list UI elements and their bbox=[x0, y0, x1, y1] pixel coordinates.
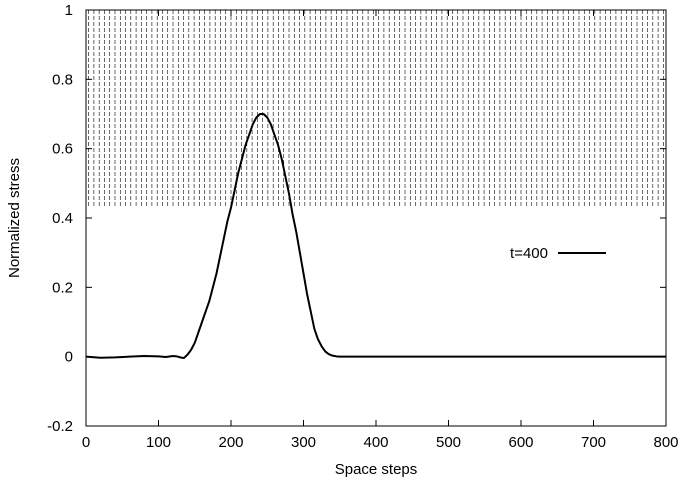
x-tick-label: 700 bbox=[581, 434, 606, 451]
x-tick-label: 0 bbox=[82, 434, 90, 451]
x-tick-label: 300 bbox=[291, 434, 316, 451]
x-tick-label: 100 bbox=[146, 434, 171, 451]
y-tick-label: 0.6 bbox=[52, 141, 73, 158]
x-tick-label: 400 bbox=[363, 434, 388, 451]
legend: t=400 bbox=[510, 245, 606, 262]
x-tick-label: 200 bbox=[218, 434, 243, 451]
x-axis-label: Space steps bbox=[335, 461, 418, 478]
series-line bbox=[85, 113, 666, 360]
y-tick-label: 1 bbox=[65, 2, 73, 19]
y-tick-label: 0 bbox=[65, 349, 73, 366]
y-tick-label: 0.2 bbox=[52, 279, 73, 296]
series-layer bbox=[85, 113, 666, 360]
y-tick-label: 0.4 bbox=[52, 210, 73, 227]
y-axis-label: Normalized stress bbox=[6, 158, 23, 278]
hatched-region bbox=[88, 10, 664, 206]
y-tick-label: 0.8 bbox=[52, 71, 73, 88]
x-tick-label: 800 bbox=[653, 434, 678, 451]
x-tick-label: 500 bbox=[436, 434, 461, 451]
tick-layer: 0 100 200 300 400 500 600 700 800 -0.2 0 0.2 0.4 0.6 0… bbox=[47, 2, 678, 451]
x-tick-label: 600 bbox=[508, 434, 533, 451]
legend-entry-label: t=400 bbox=[510, 245, 548, 262]
y-tick-label: -0.2 bbox=[47, 418, 73, 435]
